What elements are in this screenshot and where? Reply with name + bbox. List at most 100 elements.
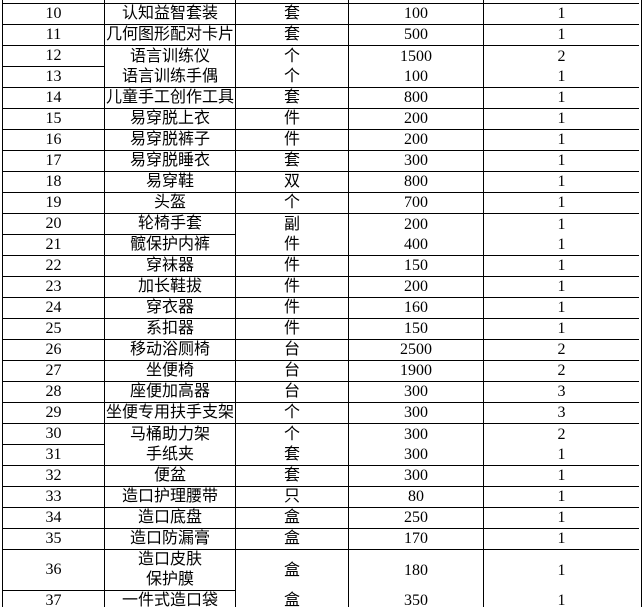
row-number-cell: 13 — [3, 67, 105, 88]
unit-cell: 件 — [236, 277, 349, 298]
item-name-cell: 髋保护内裤 — [105, 235, 236, 256]
value-cell: 80 — [349, 487, 484, 508]
item-name-cell: 坐便专用扶手支架 — [105, 403, 236, 424]
quantity-cell: 1 — [484, 466, 639, 487]
table-row: 14 儿童手工创作工具套 800 1 — [3, 88, 639, 109]
table-row: 24 穿衣器件 160 1 — [3, 298, 639, 319]
value-cell: 200 — [349, 214, 484, 235]
table-row: 17 易穿脱睡衣套 300 1 — [3, 151, 639, 172]
quantity-cell: 1 — [484, 67, 639, 88]
unit-cell: 双 — [236, 172, 349, 193]
table-row: 18 易穿鞋双 800 1 — [3, 172, 639, 193]
item-name-cell: 语言训练手偶 — [105, 67, 236, 88]
unit-cell: 副 — [236, 214, 349, 235]
unit-cell: 件 — [236, 235, 349, 256]
row-number-cell: 22 — [3, 256, 105, 277]
table-row: 36 造口皮肤 保护膜盒 180 1 — [3, 550, 639, 591]
quantity-cell: 1 — [484, 319, 639, 340]
row-number-cell: 28 — [3, 382, 105, 403]
unit-cell: 件 — [236, 256, 349, 277]
row-number-cell: 12 — [3, 46, 105, 67]
row-number-cell: 30 — [3, 424, 105, 445]
value-cell: 400 — [349, 235, 484, 256]
table-right-edge-border — [641, 0, 642, 607]
quantity-cell: 1 — [484, 445, 639, 466]
row-number-cell: 23 — [3, 277, 105, 298]
row-number-cell: 25 — [3, 319, 105, 340]
table-row: 20 轮椅手套副 200 1 — [3, 214, 639, 235]
item-name-cell: 认知益智套装 — [105, 4, 236, 25]
quantity-cell: 3 — [484, 403, 639, 424]
item-name-cell: 语言训练仪 — [105, 46, 236, 67]
value-cell: 200 — [349, 109, 484, 130]
empty-cell — [484, 0, 639, 4]
table-row: 13 语言训练手偶个 100 1 — [3, 67, 639, 88]
value-cell: 100 — [349, 67, 484, 88]
quantity-cell: 1 — [484, 109, 639, 130]
value-cell: 700 — [349, 193, 484, 214]
item-name-cell: 系扣器 — [105, 319, 236, 340]
empty-cell — [236, 0, 349, 4]
table-row: 12 语言训练仪个 1500 2 — [3, 46, 639, 67]
quantity-cell: 1 — [484, 591, 639, 607]
quantity-cell: 1 — [484, 172, 639, 193]
row-number-cell: 24 — [3, 298, 105, 319]
unit-cell: 台 — [236, 340, 349, 361]
quantity-cell: 1 — [484, 235, 639, 256]
table-row: 22 穿袜器件 150 1 — [3, 256, 639, 277]
table-row: 27 坐便椅台 1900 2 — [3, 361, 639, 382]
quantity-cell: 1 — [484, 277, 639, 298]
table-row: 11 几何图形配对卡片套 500 1 — [3, 25, 639, 46]
row-number-cell: 37 — [3, 591, 105, 607]
row-number-cell: 19 — [3, 193, 105, 214]
item-name-cell: 加长鞋拔 — [105, 277, 236, 298]
value-cell: 1500 — [349, 46, 484, 67]
value-cell: 200 — [349, 130, 484, 151]
value-cell: 300 — [349, 151, 484, 172]
unit-cell: 盒 — [236, 529, 349, 550]
item-name-cell: 头盔 — [105, 193, 236, 214]
quantity-cell: 1 — [484, 25, 639, 46]
item-name-cell: 易穿脱睡衣 — [105, 151, 236, 172]
unit-cell: 套 — [236, 25, 349, 46]
quantity-cell: 1 — [484, 130, 639, 151]
row-number-cell: 36 — [3, 550, 105, 591]
quantity-cell: 1 — [484, 151, 639, 172]
item-name-cell: 造口皮肤 保护膜 — [105, 550, 236, 591]
row-number-cell: 31 — [3, 445, 105, 466]
unit-cell: 个 — [236, 403, 349, 424]
value-cell: 150 — [349, 256, 484, 277]
unit-cell: 只 — [236, 487, 349, 508]
unit-cell: 台 — [236, 361, 349, 382]
value-cell: 200 — [349, 277, 484, 298]
table-row: 23 加长鞋拔件 200 1 — [3, 277, 639, 298]
value-cell: 250 — [349, 508, 484, 529]
item-name-cell: 坐便椅 — [105, 361, 236, 382]
item-name-cell: 造口防漏膏 — [105, 529, 236, 550]
quantity-cell: 2 — [484, 361, 639, 382]
unit-cell: 个 — [236, 67, 349, 88]
row-number-cell: 11 — [3, 25, 105, 46]
row-number-cell: 21 — [3, 235, 105, 256]
table-row: 10 认知益智套装套 100 1 — [3, 4, 639, 25]
item-name-cell: 便盆 — [105, 466, 236, 487]
item-name-cell: 手纸夹 — [105, 445, 236, 466]
item-name-cell: 造口底盘 — [105, 508, 236, 529]
table-row: 33 造口护理腰带只 80 1 — [3, 487, 639, 508]
value-cell: 300 — [349, 445, 484, 466]
unit-cell: 套 — [236, 445, 349, 466]
item-name-cell: 移动浴厕椅 — [105, 340, 236, 361]
empty-cell — [105, 0, 236, 4]
quantity-cell: 2 — [484, 340, 639, 361]
row-number-cell: 17 — [3, 151, 105, 172]
row-number-cell: 18 — [3, 172, 105, 193]
unit-cell: 盒 — [236, 550, 349, 591]
unit-cell: 个 — [236, 424, 349, 445]
quantity-cell: 1 — [484, 529, 639, 550]
row-number-cell: 32 — [3, 466, 105, 487]
quantity-cell: 1 — [557, 561, 566, 579]
value-cell: 300 — [349, 403, 484, 424]
item-name-cell: 儿童手工创作工具 — [105, 88, 236, 109]
item-name-cell: 易穿脱上衣 — [105, 109, 236, 130]
